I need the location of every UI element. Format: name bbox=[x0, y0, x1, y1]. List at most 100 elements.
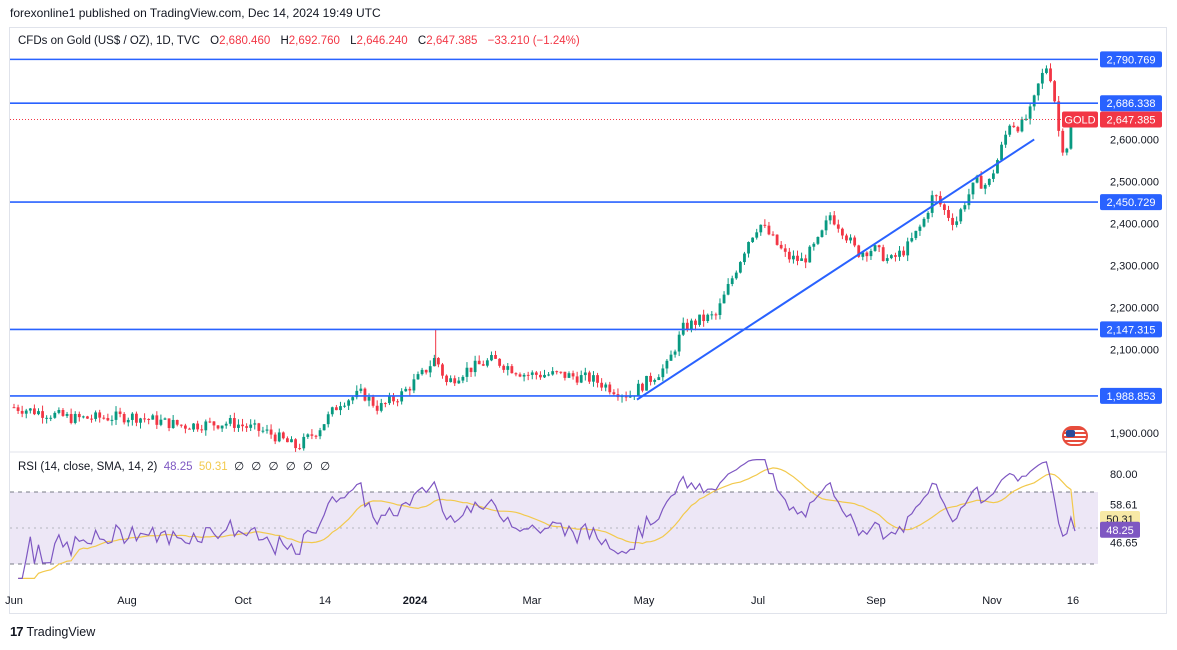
candle-body bbox=[502, 365, 506, 370]
candle-body bbox=[367, 396, 371, 401]
candle-body bbox=[277, 432, 281, 442]
candle-body bbox=[612, 392, 616, 395]
candle-body bbox=[110, 419, 114, 421]
candle-body bbox=[596, 375, 599, 383]
candle-body bbox=[547, 374, 550, 376]
candle-body bbox=[996, 160, 999, 174]
candle-body bbox=[220, 425, 224, 429]
rsi-axis-tick-label: 58.61 bbox=[1110, 500, 1138, 512]
candle-body bbox=[959, 209, 963, 222]
candle-body bbox=[437, 358, 440, 365]
candle-body bbox=[461, 376, 465, 381]
candle-body bbox=[216, 425, 220, 429]
candle-body bbox=[388, 396, 391, 404]
candle-body bbox=[522, 374, 526, 377]
change-value: −33.210 (−1.24%) bbox=[487, 35, 580, 47]
chart-frame bbox=[9, 27, 1167, 614]
candle-body bbox=[812, 243, 816, 247]
candle-body bbox=[840, 228, 844, 236]
candle-body bbox=[273, 434, 277, 442]
candle-body bbox=[567, 373, 571, 378]
candle-body bbox=[918, 226, 922, 231]
candle-body bbox=[465, 367, 469, 377]
candle-body bbox=[649, 375, 652, 382]
candle-body bbox=[987, 178, 991, 185]
rsi-label[interactable]: RSI (14, close, SMA, 14, 2) bbox=[18, 461, 158, 473]
published-by-text: forexonline1 published on TradingView.co… bbox=[10, 6, 381, 20]
us-flag-icon[interactable] bbox=[1062, 426, 1088, 446]
candle-body bbox=[314, 435, 318, 437]
candle-body bbox=[743, 253, 746, 263]
candle-body bbox=[379, 403, 383, 411]
candle-body bbox=[188, 428, 191, 430]
candle-body bbox=[49, 417, 53, 419]
candle-body bbox=[930, 195, 934, 213]
candle-body bbox=[1012, 125, 1016, 128]
candle-body bbox=[926, 212, 930, 219]
candle-body bbox=[106, 418, 110, 421]
tradingview-brand: TradingView bbox=[26, 624, 96, 639]
candle-body bbox=[771, 234, 775, 236]
candle-body bbox=[600, 382, 604, 388]
level-price-tag bbox=[1100, 51, 1162, 68]
candle-body bbox=[934, 195, 938, 197]
candle-body bbox=[371, 396, 375, 406]
high-label: H bbox=[280, 35, 289, 47]
candle-body bbox=[853, 237, 857, 246]
candle-body bbox=[653, 379, 657, 382]
candle-body bbox=[290, 439, 293, 443]
candle-body bbox=[673, 351, 677, 355]
candle-body bbox=[767, 225, 771, 235]
candle-body bbox=[208, 421, 212, 423]
symbol-tag bbox=[1062, 111, 1098, 128]
candle-body bbox=[363, 388, 367, 401]
candle-body bbox=[894, 255, 897, 257]
candle-body bbox=[804, 258, 808, 263]
candle-body bbox=[592, 375, 595, 382]
candle-body bbox=[636, 383, 640, 396]
candle-body bbox=[339, 406, 342, 411]
rsi-axis-tick-label: 46.65 bbox=[1110, 537, 1138, 549]
candle-body bbox=[359, 388, 363, 391]
candle-body bbox=[294, 439, 297, 449]
low-value: 2,646.240 bbox=[356, 35, 408, 47]
y-axis-tick-label: 2,100.000 bbox=[1110, 344, 1159, 356]
candle-body bbox=[457, 380, 461, 384]
candle-body bbox=[726, 283, 730, 295]
candle-body bbox=[449, 378, 453, 383]
level-price-tag bbox=[1100, 194, 1162, 211]
candle-body bbox=[77, 413, 81, 418]
candle-body bbox=[820, 230, 824, 237]
candle-body bbox=[734, 272, 738, 279]
x-axis-tick-label: Aug bbox=[117, 595, 137, 607]
candle-body bbox=[179, 424, 183, 426]
x-axis-tick-label: 2024 bbox=[403, 595, 428, 607]
candle-body bbox=[1069, 119, 1073, 149]
candle-body bbox=[518, 374, 522, 377]
candle-body bbox=[265, 429, 269, 431]
candle-body bbox=[163, 418, 167, 420]
level-price-label: 2,790.769 bbox=[1107, 54, 1156, 66]
candle-body bbox=[41, 411, 44, 418]
candle-body bbox=[1040, 72, 1044, 84]
candle-body bbox=[481, 364, 485, 366]
candle-body bbox=[155, 415, 159, 425]
level-price-label: 2,686.338 bbox=[1107, 98, 1156, 110]
candle-body bbox=[669, 354, 673, 361]
candle-body bbox=[983, 184, 987, 189]
tradingview-logo[interactable]: 17 TradingView bbox=[10, 624, 95, 639]
instrument-label[interactable]: CFDs on Gold (US$ / OZ), 1D, TVC bbox=[18, 35, 200, 47]
candle-body bbox=[943, 204, 946, 210]
candle-body bbox=[714, 314, 718, 316]
candle-body bbox=[253, 423, 257, 425]
candle-body bbox=[485, 360, 489, 366]
candle-body bbox=[473, 360, 477, 373]
candle-body bbox=[506, 366, 510, 370]
x-axis-tick-label: May bbox=[634, 595, 655, 607]
candle-body bbox=[98, 412, 102, 418]
candle-body bbox=[604, 384, 608, 388]
candle-body bbox=[45, 417, 49, 419]
y-axis-tick-label: 2,400.000 bbox=[1110, 218, 1159, 230]
candle-body bbox=[677, 334, 681, 352]
